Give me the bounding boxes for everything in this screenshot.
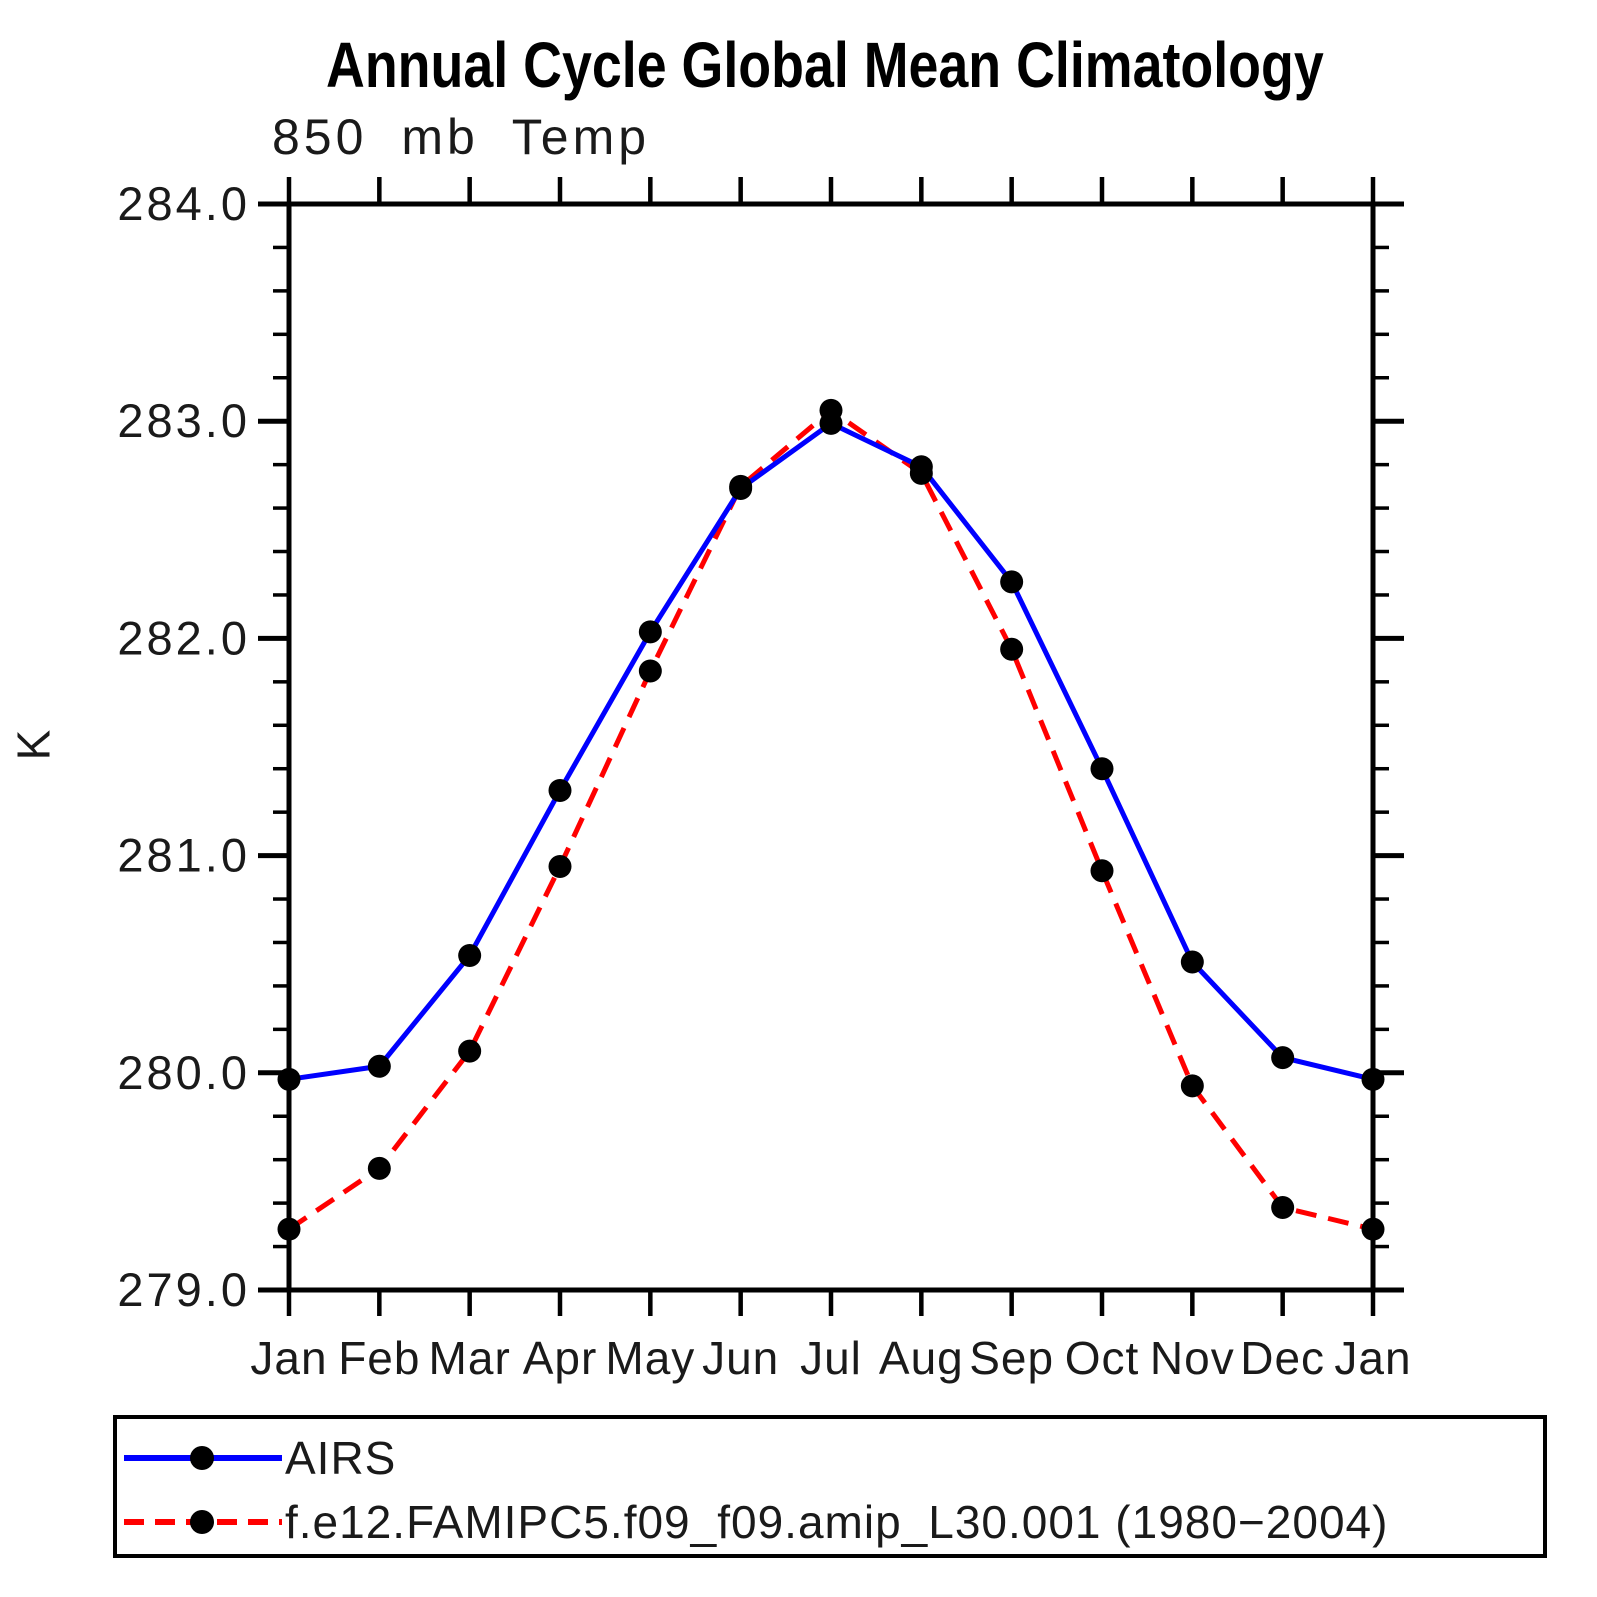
legend-label: f.e12.FAMIPC5.f09_f09.amip_L30.001 (1980… [285,1496,1389,1548]
data-point-marker [277,1067,301,1091]
data-point-marker [548,854,572,878]
series-line-0 [288,420,1374,1082]
data-point-marker [638,659,662,683]
x-tick-label: Aug [879,1332,964,1384]
legend-line-sample-dashed [124,1510,282,1534]
data-point-marker [1180,950,1204,974]
data-point-marker [548,778,572,802]
y-tick-label: 283.0 [117,394,250,447]
y-tick-label: 282.0 [117,611,250,664]
plot-frame [286,201,1376,1293]
data-point-marker [1361,1067,1385,1091]
data-point-marker [1090,757,1114,781]
y-tick-label: 280.0 [117,1046,250,1099]
legend-label: AIRS [285,1432,397,1484]
x-tick-label: Jan [1334,1332,1411,1384]
data-point-marker [367,1156,391,1180]
data-point-marker [1271,1195,1295,1219]
x-tick-label: Jan [250,1332,327,1384]
data-point-marker [277,1217,301,1241]
data-point-marker [909,461,933,485]
x-tick-label: Oct [1065,1332,1140,1384]
legend-item-model: f.e12.FAMIPC5.f09_f09.amip_L30.001 (1980… [124,1499,1388,1545]
legend-marker-dot [190,1510,214,1534]
data-point-marker [1361,1217,1385,1241]
y-tick-label: 281.0 [117,829,250,882]
data-point-marker [1180,1074,1204,1098]
data-point-marker [1271,1046,1295,1070]
data-point-marker [1000,570,1024,594]
x-tick-label: Apr [523,1332,598,1384]
legend-line-sample-solid [124,1446,282,1470]
x-tick-label: Jun [702,1332,779,1384]
x-tick-label: Dec [1240,1332,1325,1384]
x-tick-label: May [605,1332,695,1384]
data-point-marker [458,944,482,968]
chart-subtitle: 850 mb Temp [272,109,651,165]
data-point-marker [819,398,843,422]
data-point-marker [1090,859,1114,883]
data-point-marker [638,620,662,644]
legend-box: AIRS f.e12.FAMIPC5.f09_f09.amip_L30.001 … [113,1415,1547,1558]
data-point-marker [729,474,753,498]
x-tick-label: Mar [429,1332,511,1384]
data-point-marker [458,1039,482,1063]
y-tick-label: 284.0 [117,177,250,230]
data-point-marker [367,1054,391,1078]
chart-title: Annual Cycle Global Mean Climatology [326,29,1324,101]
data-point-marker [1000,637,1024,661]
x-tick-label: Nov [1150,1332,1235,1384]
legend-marker-dot [190,1446,214,1470]
legend-item-airs: AIRS [124,1435,396,1481]
x-tick-label: Sep [969,1332,1054,1384]
x-tick-label: Jul [800,1332,862,1384]
series-line-1 [287,407,1374,1232]
y-tick-label: 279.0 [117,1263,250,1316]
chart-title-wrap: Annual Cycle Global Mean Climatology [0,28,1597,102]
x-tick-label: Feb [338,1332,420,1384]
